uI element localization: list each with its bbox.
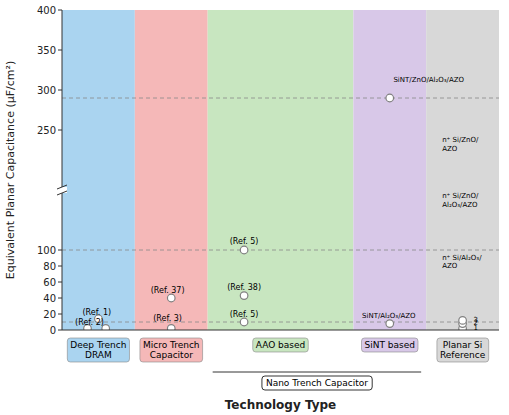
category-label: Deep TrenchDRAM [70,340,126,360]
region [353,10,426,330]
chart: 0 20 40 60 80 100 250 300 350 400 Equivalent Plana… [0,0,509,415]
stack-label: n⁺ Si/Al₂O₃/AZO [442,254,482,271]
region [426,10,499,330]
y-tick-label: 0 [50,325,56,336]
data-point [240,318,248,326]
ref-label: (Ref. 5) [230,310,259,319]
stack-label-line: Al₂O₃/AZO [442,201,478,209]
category-box [362,338,418,352]
y-tick-label: 250 [37,125,56,136]
data-point [240,246,248,254]
y-tick-label: 40 [43,293,56,304]
axis-break-line [57,191,67,195]
category-label: AAO based [256,340,306,350]
ref-label: (Ref. 37) [151,286,185,295]
y-tick-label: 100 [37,245,56,256]
category-label-line: Reference [440,350,486,360]
y-tick [58,314,62,315]
data-point [167,325,175,330]
category-labels: Deep TrenchDRAM Micro TrenchCapacitor AAO … [67,338,488,362]
y-tick-label: 400 [37,5,56,16]
category-label: SiNT based [365,340,415,350]
y-tick-label: 60 [43,277,56,288]
stack-label-line: SiNT/ZnO/Al₂O₃/AZO [393,76,464,84]
stack-label: SiNT/Al₂O₃/AZO [362,312,416,320]
axes: 0 20 40 60 80 100 250 300 350 400 [37,5,499,336]
annotations: (Ref. 1)(Ref. 2) (Ref. 3) (Ref. 37) (Ref. 5… [75,76,482,332]
data-point [240,292,248,300]
number-label: 3 [474,316,478,324]
reference-line [62,250,499,251]
stack-label: n⁺ Si/ZnO/AZO [442,136,479,153]
stack-label-line: AZO [442,145,458,153]
category-label: Micro TrenchCapacitor [143,340,200,360]
category-label-line: SiNT based [365,340,415,350]
stack-label-line: n⁺ Si/Al₂O₃/ [442,254,482,262]
plot-area [62,10,499,330]
y-axis-label: Equivalent Planar Capacitance (μF/cm²) [4,61,17,279]
ref-label: (Ref. 3) [153,314,182,323]
data-point [386,94,394,102]
category-box [253,338,309,352]
category-label-line: Planar Si [443,340,482,350]
category-label-line: AAO based [256,340,306,350]
y-tick [58,298,62,299]
y-tick [58,50,62,51]
group-box [262,376,372,390]
stack-label: SiNT/ZnO/Al₂O₃/AZO [393,76,464,84]
ref-label: (Ref. 2) [75,318,104,327]
category-label-line: Deep Trench [70,340,126,350]
axis-break-line [57,185,67,189]
data-point [167,294,175,302]
axis-break [57,185,67,195]
region [208,10,354,330]
region [62,10,135,330]
reference-line [62,322,499,323]
stack-label: n⁺ Si/ZnO/Al₂O₃/AZO [442,192,479,209]
category-label: Planar SiReference [440,340,486,360]
category-box [67,338,129,362]
y-tick [58,250,62,251]
y-tick [58,266,62,267]
y-tick [58,90,62,91]
y-tick-label: 300 [37,85,56,96]
category-label-line: Capacitor [150,350,194,360]
x-axis-line [62,330,499,331]
stack-label-line: n⁺ Si/ZnO/ [442,192,479,200]
stack-label-line: AZO [442,262,458,270]
ref-label: (Ref. 5) [230,237,259,246]
ref-label: (Ref. 38) [227,283,261,292]
category-box [140,338,203,362]
data-point [386,320,394,328]
stack-label-line: SiNT/Al₂O₃/AZO [362,312,416,320]
category-label-line: DRAM [85,350,112,360]
y-tick-label: 350 [37,45,56,56]
y-tick [58,10,62,11]
groups: Nano Trench Capacitor [213,372,421,390]
y-tick [58,282,62,283]
group-label: Nano Trench Capacitor [266,378,368,388]
category-label-line: Micro Trench [143,340,200,350]
y-tick-label: 80 [43,261,56,272]
x-axis-label: Technology Type [225,398,336,412]
reference-line [62,98,499,99]
y-tick-label: 20 [43,309,56,320]
stack-label-line: n⁺ Si/ZnO/ [442,136,479,144]
ref-label: (Ref. 1) [82,308,111,317]
y-tick [58,130,62,131]
group-bracket [213,372,421,373]
region [135,10,208,330]
data-point [459,317,467,325]
category-box [437,338,489,362]
y-tick [58,330,62,331]
